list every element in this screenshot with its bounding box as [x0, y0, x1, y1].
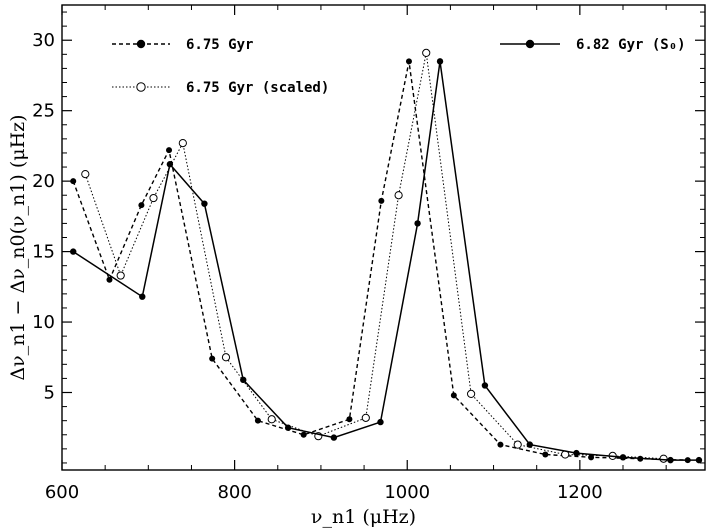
data-point [361, 413, 370, 422]
legend-marker [525, 39, 535, 49]
x-tick-label: 600 [45, 482, 79, 503]
series-layer [70, 48, 703, 464]
data-point [254, 417, 261, 424]
x-tick-label: 1200 [557, 482, 603, 503]
data-point [394, 191, 403, 200]
data-point [149, 193, 158, 203]
legend-entry-1: 6.75 Gyr [112, 37, 253, 53]
legend-marker [136, 82, 146, 92]
data-point [330, 434, 338, 441]
series-line [72, 61, 688, 461]
data-point [267, 415, 276, 424]
data-point [497, 441, 504, 448]
data-point [436, 58, 444, 65]
data-point [450, 392, 457, 399]
data-point [300, 431, 307, 438]
data-point [378, 197, 385, 204]
y-tick-label: 15 [32, 242, 55, 263]
data-point [70, 178, 77, 185]
x-tick-label: 800 [217, 482, 251, 503]
data-point [695, 456, 703, 464]
data-point [178, 138, 187, 148]
series-1 [70, 58, 691, 464]
legend-entry-3: 6.82 Gyr (S₀) [500, 37, 686, 53]
data-point [106, 276, 113, 283]
data-point [526, 441, 533, 448]
x-tick-label: 1000 [384, 482, 430, 503]
data-point [81, 169, 90, 179]
legend-label: 6.75 Gyr (scaled) [186, 80, 329, 96]
data-point [240, 376, 247, 384]
data-point [284, 424, 292, 431]
data-point [201, 200, 208, 207]
data-point [138, 202, 145, 209]
axis-label-layer: ν_n1 (μHz) Δν_n1 − Δν_n0(ν_n1) (μHz) [7, 114, 416, 528]
tick-label-layer: 600 800 1000 1200 5 10 15 20 25 30 [32, 30, 603, 503]
x-axis-label: ν_n1 (μHz) [311, 506, 416, 528]
series-3 [70, 58, 703, 464]
data-point [467, 389, 476, 399]
data-point [139, 293, 146, 300]
y-tick-label: 25 [32, 101, 55, 122]
data-point [377, 418, 384, 426]
data-point [166, 161, 174, 168]
legend: 6.75 Gyr 6.75 Gyr (scaled) 6.82 Gyr (S₀) [112, 37, 686, 96]
legend-marker [136, 39, 146, 49]
data-point [542, 451, 549, 458]
data-point [422, 48, 431, 58]
y-axis-label: Δν_n1 − Δν_n0(ν_n1) (μHz) [7, 114, 29, 380]
data-point [405, 58, 412, 65]
legend-label: 6.75 Gyr [186, 37, 253, 53]
data-point [209, 355, 216, 362]
data-point [70, 248, 77, 255]
data-point [588, 454, 595, 461]
legend-label: 6.82 Gyr (S₀) [576, 37, 686, 53]
series-line [84, 52, 664, 460]
data-point [667, 456, 674, 464]
data-point [221, 353, 231, 362]
y-tick-label: 5 [44, 383, 55, 404]
legend-entry-2: 6.75 Gyr (scaled) [112, 80, 329, 96]
data-point [619, 454, 627, 461]
y-tick-label: 30 [32, 30, 55, 51]
y-tick-label: 10 [32, 312, 55, 333]
data-point [573, 449, 580, 457]
ticks-layer [61, 5, 705, 470]
series-line [72, 61, 699, 461]
data-point [414, 220, 421, 227]
data-point [513, 440, 522, 449]
data-point [346, 416, 353, 423]
data-point [659, 454, 668, 463]
series-2 [81, 48, 668, 463]
data-point [166, 147, 173, 154]
data-point [116, 271, 125, 280]
plot-frame [61, 4, 706, 471]
data-point [481, 382, 489, 389]
y-tick-label: 20 [32, 171, 55, 192]
